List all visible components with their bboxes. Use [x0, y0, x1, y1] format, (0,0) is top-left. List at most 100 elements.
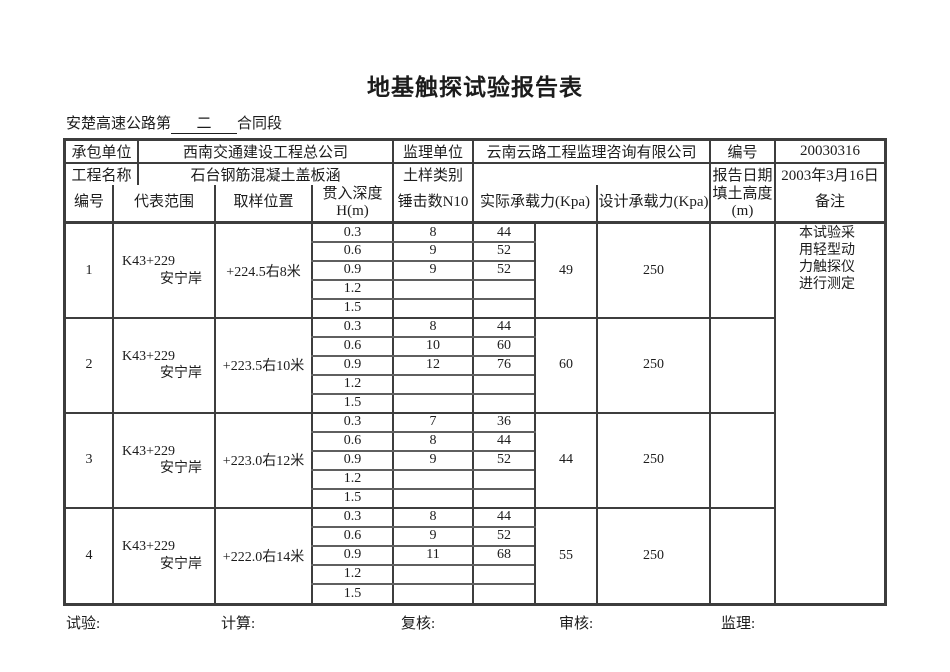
n10-cell: 8 [392, 506, 473, 528]
bearing-cell: 44 [472, 316, 535, 338]
n10-cell [392, 469, 473, 490]
bearing-cell [472, 469, 535, 490]
signature-test-label: 试验: [66, 615, 101, 632]
bearing-cell [472, 298, 535, 318]
contract-section-line: 安楚高速公路第二合同段 [66, 112, 950, 134]
signature-line: 试验: 计算: 复核: 审核: 监理: [66, 612, 884, 634]
signature-supervisor-label: 监理: [721, 615, 756, 632]
group2-row5: 1.5 [66, 393, 884, 413]
group3-actual-bearing: 44 [533, 411, 598, 508]
group3-range: K43+229 安宁岸 [112, 411, 215, 508]
depth-cell: 0.6 [311, 336, 393, 357]
group3-row3: 0.9 9 52 [66, 450, 884, 471]
signature-review-label: 复核: [401, 615, 436, 632]
report-number-label: 编号 [709, 140, 775, 163]
group3-design-bearing: 250 [596, 411, 711, 508]
group1-position: +224.5右8米 [214, 222, 312, 318]
group1-range-line1: K43+229 [122, 254, 176, 269]
group1-range-line2: 安宁岸 [160, 271, 202, 287]
depth-cell: 1.5 [311, 488, 393, 508]
bearing-cell [472, 374, 535, 395]
report-date-label: 报告日期 [709, 161, 775, 185]
bearing-cell: 52 [472, 241, 535, 262]
bearing-cell [472, 279, 535, 300]
group1-row1: 1 K43+229 安宁岸 +224.5右8米 0.3 8 44 49 250 本… [66, 222, 885, 603]
group1-row2: 0.6 9 52 [66, 241, 884, 262]
depth-cell: 1.2 [311, 374, 393, 395]
report-number-value: 20030316 [774, 140, 884, 163]
info-row-project: 工程名称 石台钢筋混凝土盖板涵 土样类别 报告日期 2003年3月16日 [66, 161, 884, 185]
test-data-table: 编号 代表范围 取样位置 贯入深度 H(m) 锤击数N10 实际承载力(Kpa) … [66, 184, 885, 603]
report-date-value: 2003年3月16日 [774, 161, 884, 185]
group4-row3: 0.9 11 68 [66, 545, 884, 566]
group4-fill-height [709, 506, 776, 603]
group3-range-line1: K43+229 [122, 443, 176, 459]
n10-cell [392, 393, 473, 413]
group2-no: 2 [66, 316, 113, 413]
col-header-fill-line1: 填土高度 [712, 185, 773, 202]
group4-range-line2: 安宁岸 [160, 556, 202, 572]
depth-cell: 0.9 [311, 450, 393, 471]
group1-fill-height [709, 222, 776, 318]
col-header-fill-line2: (m) [731, 203, 754, 219]
signature-calc-label: 计算: [221, 615, 256, 632]
depth-cell: 0.3 [311, 222, 393, 243]
group3-row2: 0.6 8 44 [66, 431, 884, 452]
group2-range: K43+229 安宁岸 [112, 316, 215, 413]
group2-row4: 1.2 [66, 374, 884, 395]
depth-cell: 0.6 [311, 241, 393, 262]
bearing-cell [472, 583, 535, 603]
n10-cell [392, 488, 473, 508]
group2-row2: 0.6 10 60 [66, 336, 884, 357]
col-header-position: 取样位置 [214, 184, 312, 225]
project-label: 工程名称 [66, 161, 138, 185]
bearing-cell: 52 [472, 526, 535, 547]
n10-cell [392, 298, 473, 318]
group4-row4: 1.2 [66, 564, 884, 585]
group1-row5: 1.5 [66, 298, 884, 318]
column-header-row: 编号 代表范围 取样位置 贯入深度 H(m) 锤击数N10 实际承载力(Kpa) … [66, 184, 885, 225]
group1-no: 1 [85, 262, 93, 278]
group4-range: K43+229 安宁岸 [112, 506, 215, 603]
info-table: 承包单位 西南交通建设工程总公司 监理单位 云南云路工程监理咨询有限公司 编号 … [66, 140, 884, 185]
group4-row2: 0.6 9 52 [66, 526, 884, 547]
contractor-label: 承包单位 [71, 144, 132, 161]
remark-cell: 本试验采用轻型动力触探仪进行测定 [774, 222, 885, 603]
group3-row5: 1.5 [66, 488, 884, 508]
n10-cell: 8 [392, 222, 473, 243]
bearing-cell: 36 [472, 411, 535, 433]
col-header-depth-line1: 贯入深度 [322, 185, 383, 202]
signature-audit-label: 审核: [559, 615, 594, 632]
depth-cell: 0.3 [311, 316, 393, 338]
group1-actual-bearing: 49 [533, 222, 598, 318]
group4-row1: 4 K43+229 安宁岸 +222.0右14米 0.3 8 44 55 250 [66, 506, 884, 603]
col-header-n10: 锤击数N10 [392, 184, 473, 225]
bearing-cell: 44 [472, 222, 535, 243]
col-header-range: 代表范围 [112, 184, 215, 225]
depth-cell: 0.3 [311, 506, 393, 528]
col-header-remark: 备注 [774, 184, 885, 225]
supervisor-label: 监理单位 [392, 140, 473, 163]
remark-note: 本试验采用轻型动力触探仪进行测定 [799, 226, 856, 292]
group1-design-bearing: 250 [596, 222, 711, 318]
subtitle-prefix: 安楚高速公路第 [66, 116, 172, 132]
group3-row1: 3 K43+229 安宁岸 +223.0右12米 0.3 7 36 44 250 [66, 411, 884, 508]
soil-type-value [472, 161, 710, 185]
subtitle-suffix: 合同段 [237, 116, 283, 132]
group2-row1: 2 K43+229 安宁岸 +223.5右10米 0.3 8 44 60 250 [66, 316, 884, 413]
group3-range-line2: 安宁岸 [160, 461, 202, 477]
project-value: 石台钢筋混凝土盖板涵 [137, 161, 393, 185]
col-header-fill-height: 填土高度 (m) [709, 184, 776, 225]
n10-cell: 10 [392, 336, 473, 357]
bearing-cell [472, 488, 535, 508]
group1-range: K43+229 安宁岸 [112, 222, 215, 318]
n10-cell: 8 [392, 431, 473, 452]
n10-cell: 7 [392, 411, 473, 433]
col-header-no: 编号 [66, 184, 113, 225]
group3-row4: 1.2 [66, 469, 884, 490]
group2-range-line2: 安宁岸 [160, 366, 202, 382]
depth-cell: 1.5 [311, 298, 393, 318]
group2-position: +223.5右10米 [214, 316, 312, 413]
depth-cell: 0.9 [311, 355, 393, 376]
